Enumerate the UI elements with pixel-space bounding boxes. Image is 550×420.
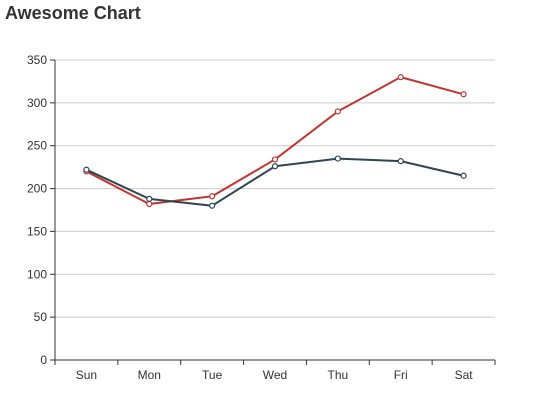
series-1-point	[397, 158, 404, 165]
series-1-point	[334, 155, 341, 162]
series-lines	[83, 74, 467, 209]
series-0-point	[397, 74, 404, 81]
y-tick-label: 250	[27, 139, 47, 153]
y-tick-label: 0	[40, 353, 47, 367]
tick-labels: 0 50 100 150 200 250 300 350 Sun Mon Tue Wed Thu Fri S…	[27, 53, 473, 382]
series-1-point	[460, 172, 467, 179]
series-1-point	[146, 195, 153, 202]
y-tick-label: 150	[27, 224, 47, 238]
y-tick-label: 200	[27, 182, 47, 196]
series-0-point	[334, 108, 341, 115]
y-tick-label: 350	[27, 53, 47, 67]
y-tick-label: 300	[27, 96, 47, 110]
series-1-point	[83, 166, 90, 173]
x-tick-label: Sun	[76, 368, 97, 382]
series-1-point	[209, 202, 216, 209]
y-tick-label: 50	[34, 310, 48, 324]
x-tick-label: Sat	[455, 368, 474, 382]
series-line-0	[85, 76, 465, 205]
chart-title: Awesome Chart	[5, 3, 141, 23]
series-0-point	[460, 91, 467, 98]
series-0-point	[146, 200, 153, 208]
x-tick-label: Tue	[202, 368, 223, 382]
x-tick-label: Thu	[328, 368, 349, 382]
y-tick-label: 100	[27, 267, 47, 281]
series-0-point	[271, 156, 279, 163]
grid-lines	[55, 59, 495, 318]
series-0-point	[209, 193, 216, 200]
axes	[50, 59, 496, 365]
x-tick-label: Wed	[263, 368, 287, 382]
x-tick-label: Mon	[138, 368, 161, 382]
series-1-point	[271, 163, 279, 170]
x-tick-label: Fri	[394, 368, 408, 382]
